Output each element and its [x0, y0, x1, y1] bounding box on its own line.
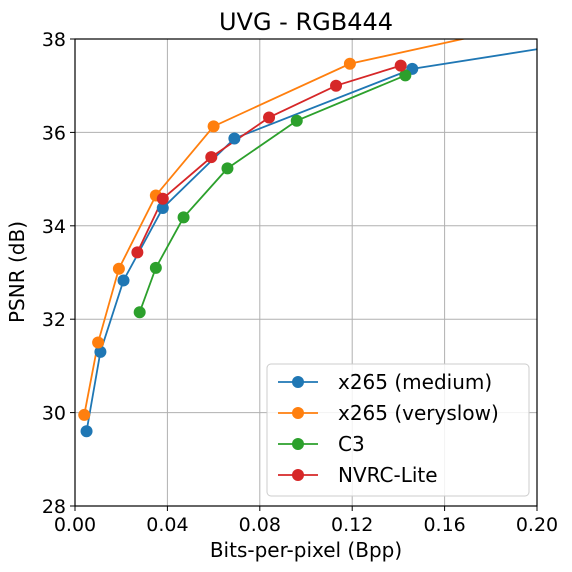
legend-box: [266, 363, 530, 497]
x-axis-ticks: 0.00 0.04 0.08 0.12 0.16 0.20: [54, 506, 558, 536]
legend-marker-1: [292, 407, 304, 419]
legend-label-1: x265 (veryslow): [338, 401, 499, 425]
legend-label-2: C3: [338, 432, 365, 456]
chart-title: UVG - RGB444: [219, 8, 393, 36]
series-line-2: [138, 74, 406, 313]
series-3-point-5: [394, 59, 407, 72]
x-tick-label-0: 0.00: [54, 514, 96, 536]
series-2-point-2: [177, 211, 190, 224]
x-tick-label-3: 0.12: [331, 514, 373, 536]
x-tick-label-2: 0.08: [239, 514, 281, 536]
series-0-point-4: [228, 132, 241, 145]
y-tick-label-3: 34: [42, 216, 66, 238]
y-tick-label-1: 30: [42, 403, 66, 425]
y-axis-label: PSNR (dB): [5, 221, 29, 323]
series-2-point-1: [149, 261, 162, 274]
series-3-point-3: [263, 111, 276, 124]
series-3-point-1: [156, 192, 169, 205]
series-0-point-1: [94, 345, 107, 358]
series-1-point-4: [207, 120, 220, 133]
x-tick-label-1: 0.04: [146, 514, 188, 536]
legend-marker-0: [292, 376, 304, 388]
series-1-point-5: [343, 57, 356, 70]
x-tick-label-5: 0.20: [516, 514, 558, 536]
legend-label-0: x265 (medium): [338, 370, 492, 394]
y-axis-ticks: 28 30 32 34 36 38: [42, 29, 75, 518]
series-1-point-1: [92, 336, 105, 349]
series-3-point-4: [330, 79, 343, 92]
legend: x265 (medium) x265 (veryslow) C3 NVRC-Lite: [266, 363, 530, 497]
legend-marker-2: [292, 438, 304, 450]
series-1-point-0: [78, 408, 91, 421]
series-3-point-0: [131, 246, 144, 259]
y-tick-label-0: 28: [42, 496, 66, 518]
y-tick-label-4: 36: [42, 122, 66, 144]
series-2-point-0: [133, 306, 146, 319]
series-1-point-2: [112, 262, 125, 275]
series-2-point-4: [290, 114, 303, 127]
series-2-point-5: [399, 69, 412, 82]
legend-label-3: NVRC-Lite: [338, 463, 438, 487]
series-0-point-0: [80, 425, 93, 438]
series-2-point-3: [221, 162, 234, 175]
series-0-point-3: [156, 202, 169, 215]
x-axis-label: Bits-per-pixel (Bpp): [210, 538, 402, 562]
y-tick-label-2: 32: [42, 309, 66, 331]
x-tick-label-4: 0.16: [423, 514, 465, 536]
series-line-1: [83, 39, 467, 416]
series-3-point-2: [205, 151, 218, 164]
plot-frame: [74, 38, 538, 507]
y-tick-label-5: 38: [42, 29, 66, 51]
legend-marker-3: [292, 469, 304, 481]
series-0-point-2: [117, 274, 130, 287]
markers-layer: [78, 57, 419, 438]
